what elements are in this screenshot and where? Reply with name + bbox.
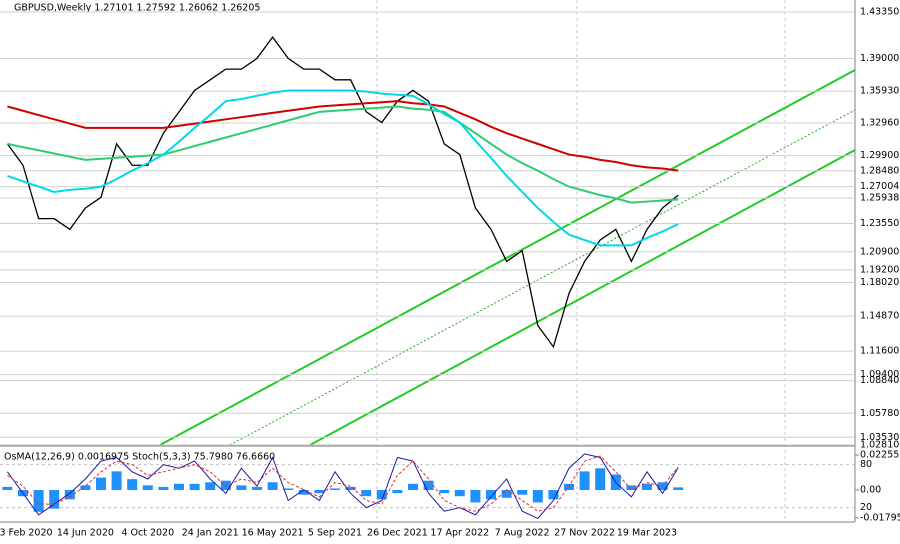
osma-bar xyxy=(454,490,465,497)
osma-bar xyxy=(49,490,60,509)
osma-bar xyxy=(439,490,450,494)
osma-bar xyxy=(626,485,637,491)
y-tick-label: 1.23550 xyxy=(860,218,899,229)
y-tick-label: 1.35930 xyxy=(860,86,899,97)
osma-bar xyxy=(548,490,559,500)
osma-bar xyxy=(486,490,496,500)
x-tick-label: 4 Oct 2020 xyxy=(121,528,174,539)
y-tick-label: 1.19200 xyxy=(860,264,899,275)
osma-bar xyxy=(345,486,356,491)
osma-bar xyxy=(579,471,590,491)
channel xyxy=(159,69,856,446)
osma-bar xyxy=(80,485,91,491)
osma-bar xyxy=(330,488,340,491)
osma-bar xyxy=(267,482,278,491)
osma-bar xyxy=(64,490,75,500)
x-tick-label: 24 Jan 2021 xyxy=(182,528,239,539)
osma-bar xyxy=(252,486,262,491)
y-tick-label: 1.32960 xyxy=(860,117,899,128)
y-tick-label: 1.11600 xyxy=(860,346,899,357)
y-tick-label: 1.05780 xyxy=(860,408,899,419)
osma-bar xyxy=(361,490,372,497)
osma-bar xyxy=(392,490,403,494)
y2-tick-label: 20 xyxy=(860,502,872,513)
y-tick-label: 1.03530 xyxy=(860,432,899,443)
stoch-line xyxy=(7,455,679,512)
price-line xyxy=(7,89,679,247)
y-tick-label: 1.29900 xyxy=(860,150,899,161)
x-tick-label: 14 Jun 2020 xyxy=(57,528,114,539)
osma-bar xyxy=(298,490,309,495)
osma-bar xyxy=(532,490,543,503)
osma-bar xyxy=(96,477,106,491)
x-tick-label: 26 Dec 2021 xyxy=(367,528,428,539)
y-tick-label: -0.017958 xyxy=(860,512,900,523)
osma-bar xyxy=(111,471,122,491)
chart-title: GBPUSD,Weekly 1.27101 1.27592 1.26062 1.… xyxy=(14,3,260,14)
osma-bar xyxy=(423,480,434,491)
price-line xyxy=(6,35,679,349)
osma-bar xyxy=(314,490,325,494)
indicator-title: OsMA(12,26,9) 0.0016975 Stoch(5,3,3) 75.… xyxy=(4,452,275,463)
y-tick-label: 1.20900 xyxy=(860,246,899,257)
x-tick-label: 16 May 2021 xyxy=(242,528,304,539)
osma-bar xyxy=(595,468,606,491)
y-tick-label: 1.39000 xyxy=(860,53,899,64)
x-tick-label: 19 Mar 2023 xyxy=(617,528,677,539)
osma-bar xyxy=(127,479,138,491)
osma-bar xyxy=(501,490,512,498)
price-line xyxy=(7,105,679,204)
osma-bar xyxy=(408,483,418,491)
y-tick-label: 1.14870 xyxy=(860,311,899,322)
y-tick-label: 1.43350 xyxy=(860,6,899,17)
x-tick-label: 23 Feb 2020 xyxy=(0,528,53,539)
osma-bar xyxy=(470,490,481,503)
x-tick-label: 7 Aug 2022 xyxy=(495,528,550,539)
y-tick-label: 1.28480 xyxy=(860,165,899,176)
osma-bar xyxy=(673,487,684,491)
x-tick-label: 17 Apr 2022 xyxy=(430,528,489,539)
osma-bar xyxy=(236,485,247,491)
y-tick-label: 0.0225525 xyxy=(860,449,900,460)
y-tick-label: 1.02810 xyxy=(860,440,899,451)
osma-bar xyxy=(142,485,153,491)
osma-bar xyxy=(33,490,44,512)
y2-tick-label: 80 xyxy=(860,459,872,470)
y-tick-label: 1.08840 xyxy=(860,375,899,386)
y-tick-label: 1.18020 xyxy=(860,277,899,288)
y-tick-label: 1.25938 xyxy=(860,192,899,203)
y-tick-label: 1.09400 xyxy=(860,369,899,380)
osma-bar xyxy=(376,490,387,500)
osma-bar xyxy=(158,486,169,491)
price-line xyxy=(7,100,679,172)
osma-bar xyxy=(283,488,294,491)
x-tick-label: 5 Sep 2021 xyxy=(308,528,362,539)
y-tick-label: 1.27004 xyxy=(860,181,899,192)
osma-bar xyxy=(220,480,231,491)
vertical-grid xyxy=(376,0,786,522)
osma-bar xyxy=(2,486,13,491)
osma-bar xyxy=(642,483,652,491)
y-tick-label: 0.00 xyxy=(860,485,881,496)
osma-bar xyxy=(174,483,184,491)
x-tick-label: 27 Nov 2022 xyxy=(554,528,615,539)
osma-bar xyxy=(189,483,200,491)
osma-bar xyxy=(517,490,528,495)
stoch-line xyxy=(6,453,679,520)
osma-bar xyxy=(205,482,216,491)
